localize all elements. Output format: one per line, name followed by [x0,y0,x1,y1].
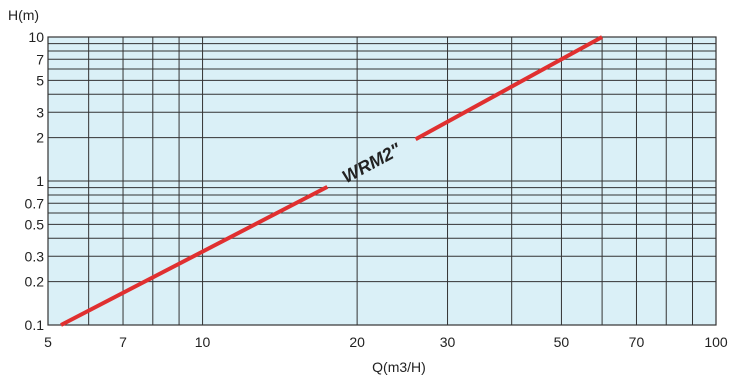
y-axis-title: H(m) [8,7,39,23]
x-axis-title: Q(m3/H) [372,359,426,375]
x-tick-label: 50 [554,334,570,350]
x-tick-label: 100 [704,334,728,350]
y-tick-label: 0.3 [25,248,45,264]
y-tick-label: 2 [36,130,44,146]
y-tick-label: 10 [28,29,44,45]
x-tick-label: 10 [195,334,211,350]
y-tick-label: 1 [36,173,44,189]
series-line-segment [60,185,329,327]
y-tick-label: 5 [36,72,44,88]
y-tick-label: 0.2 [25,274,45,290]
x-tick-label: 30 [440,334,456,350]
y-tick-label: 0.7 [25,195,45,211]
y-tick-label: 0.1 [25,317,45,333]
x-tick-label: 70 [629,334,645,350]
x-tick-label: 20 [349,334,365,350]
x-tick-label: 5 [44,334,52,350]
y-tick-label: 3 [36,104,44,120]
y-gridlines [48,36,716,326]
y-tick-label: 7 [36,51,44,67]
x-tick-labels: 5 7 10 20 30 50 70 100 [44,334,728,350]
data-series [60,35,604,327]
y-tick-label: 0.5 [25,216,45,232]
series-line-segment [414,35,604,141]
x-tick-label: 7 [119,334,127,350]
y-tick-labels: 0.1 0.2 0.3 0.5 0.7 1 2 3 5 7 10 [25,29,45,333]
